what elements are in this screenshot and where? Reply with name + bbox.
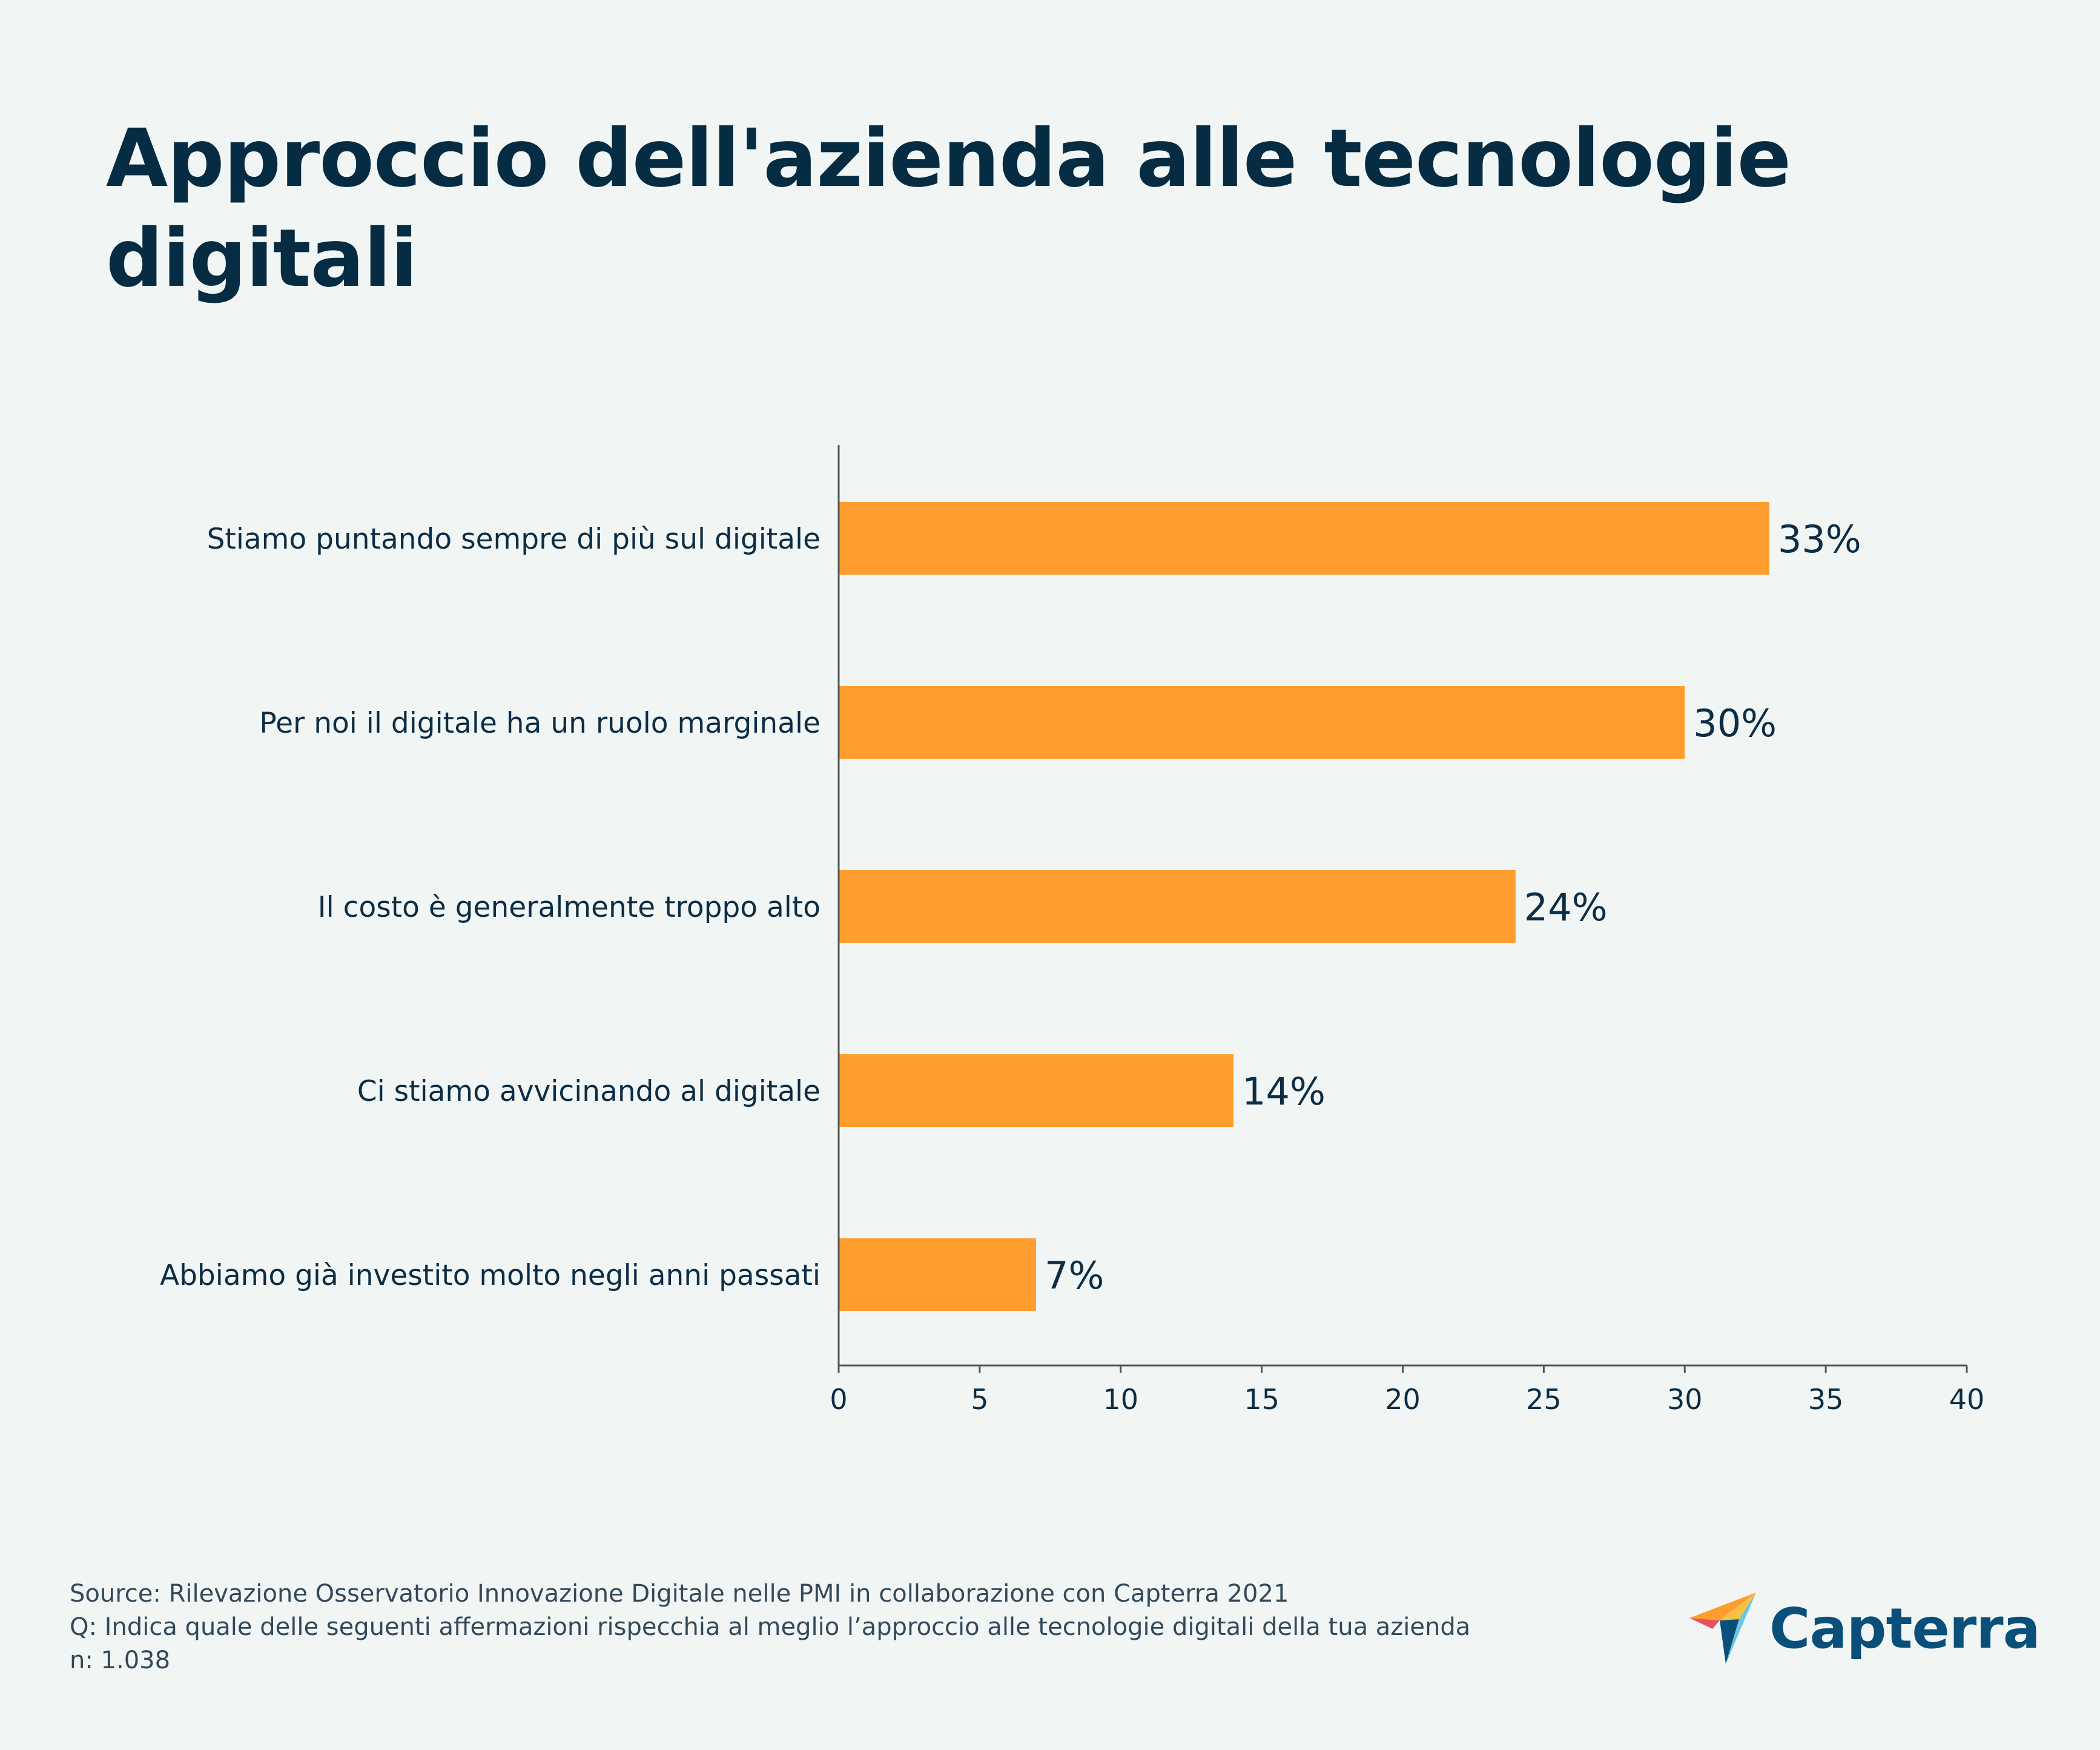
x-tick-label: 35 (1808, 1383, 1844, 1416)
sample-size-note: n: 1.038 (70, 1646, 171, 1674)
value-label: 33% (1778, 517, 1861, 561)
bar (839, 502, 1769, 575)
value-label: 30% (1693, 701, 1777, 745)
capterra-logo: Capterra (1689, 1593, 2041, 1664)
x-tick-label: 0 (830, 1383, 847, 1416)
page-title: Approccio dell'azienda alle tecnologie d… (106, 112, 1791, 305)
x-tick-label: 15 (1244, 1383, 1279, 1416)
category-labels: Stiamo puntando sempre di più sul digita… (160, 523, 821, 1292)
footer-notes: Source: Rilevazione Osservatorio Innovaz… (70, 1577, 1470, 1677)
logo-wordmark: Capterra (1769, 1596, 2041, 1661)
value-label: 24% (1524, 885, 1608, 929)
x-axis-ticks: 0 5 10 15 20 25 30 35 40 (830, 1365, 1984, 1416)
bar-chart: Stiamo puntando sempre di più sul digita… (160, 445, 1984, 1416)
category-label: Stiamo puntando sempre di più sul digita… (207, 523, 821, 556)
category-label: Abbiamo già investito molto negli anni p… (160, 1259, 821, 1292)
bar (839, 686, 1685, 759)
bars (839, 502, 1769, 1311)
x-tick-label: 30 (1667, 1383, 1703, 1416)
x-tick-label: 20 (1385, 1383, 1421, 1416)
question-note: Q: Indica quale delle seguenti affermazi… (70, 1613, 1471, 1641)
bar (839, 1054, 1234, 1127)
category-label: Ci stiamo avvicinando al digitale (357, 1075, 821, 1108)
data-labels: 33% 30% 24% 14% 7% (1045, 517, 1861, 1298)
value-label: 7% (1045, 1253, 1104, 1298)
x-tick-label: 5 (971, 1383, 988, 1416)
x-tick-label: 10 (1103, 1383, 1138, 1416)
category-label: Per noi il digitale ha un ruolo marginal… (259, 707, 821, 740)
bar (839, 1238, 1037, 1311)
value-label: 14% (1242, 1069, 1326, 1114)
category-label: Il costo è generalmente troppo alto (318, 891, 821, 924)
bar (839, 870, 1516, 943)
x-tick-label: 40 (1949, 1383, 1985, 1416)
x-tick-label: 25 (1526, 1383, 1562, 1416)
source-note: Source: Rilevazione Osservatorio Innovaz… (70, 1580, 1289, 1608)
capterra-arrow-icon (1689, 1593, 1756, 1664)
